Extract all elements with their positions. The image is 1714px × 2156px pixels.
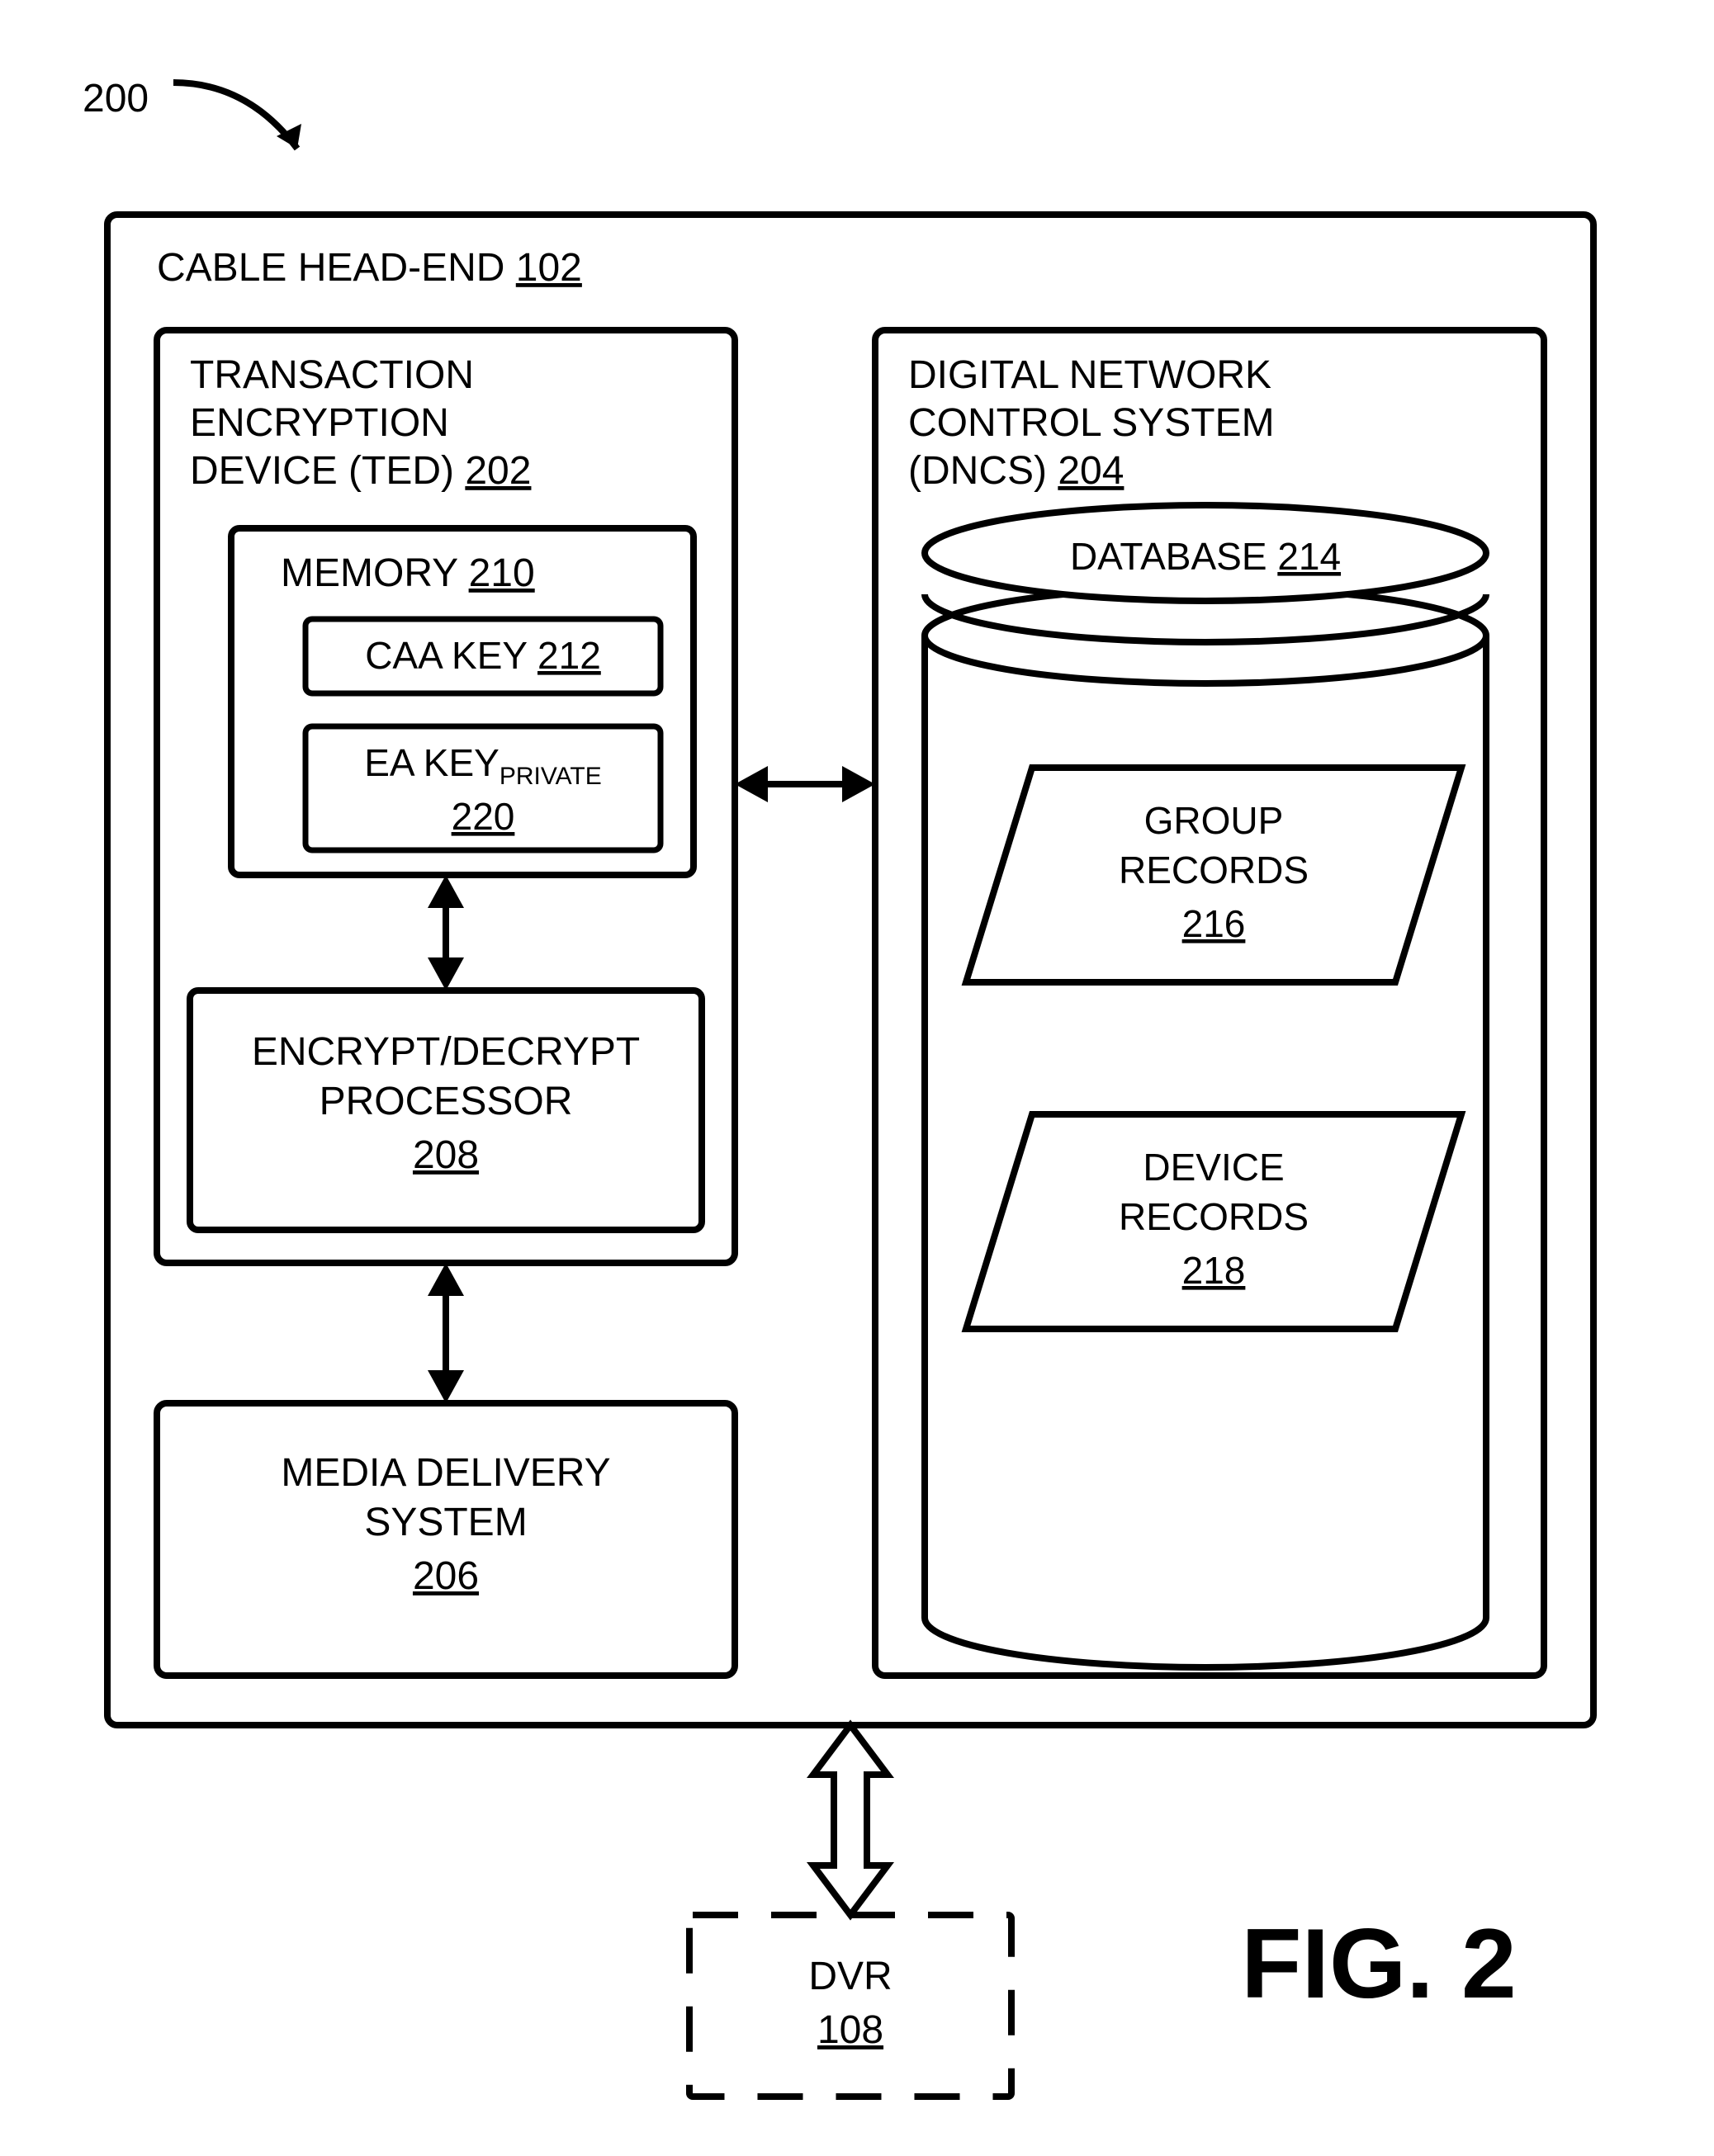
caa-key-title: CAA KEY 212 xyxy=(365,634,601,677)
device-records-line2: RECORDS xyxy=(1119,1195,1309,1238)
dncs-line2: CONTROL SYSTEM xyxy=(908,401,1275,445)
ref-200-arrow xyxy=(173,83,297,149)
dncs-line1: DIGITAL NETWORK xyxy=(908,353,1271,397)
arrow-memory-processor-down xyxy=(428,957,464,991)
ted-line1: TRANSACTION xyxy=(190,353,474,397)
ea-key-ref: 220 xyxy=(452,795,515,838)
arrow-memory-processor-up xyxy=(428,875,464,908)
cable-head-end-title: CABLE HEAD-END 102 xyxy=(157,246,582,290)
processor-ref: 208 xyxy=(413,1133,479,1177)
arrow-ted-dncs-right xyxy=(842,766,875,802)
device-records-line1: DEVICE xyxy=(1143,1146,1284,1189)
group-records-line2: RECORDS xyxy=(1119,849,1309,891)
memory-title: MEMORY 210 xyxy=(281,551,535,595)
ted-line2: ENCRYPTION xyxy=(190,401,449,445)
ref-200: 200 xyxy=(83,77,149,121)
dncs-line3: (DNCS) 204 xyxy=(908,449,1124,493)
diagram-canvas: 200 CABLE HEAD-END 102 TRANSACTION ENCRY… xyxy=(0,0,1714,2156)
database-title: DATABASE 214 xyxy=(1070,535,1341,578)
figure-label: FIG. 2 xyxy=(1241,1908,1516,2019)
dvr-box xyxy=(689,1915,1011,2097)
media-ref: 206 xyxy=(413,1554,479,1598)
device-records-ref: 218 xyxy=(1182,1249,1246,1292)
media-line1: MEDIA DELIVERY xyxy=(281,1451,610,1495)
arrow-headend-dvr xyxy=(813,1725,888,1915)
processor-line1: ENCRYPT/DECRYPT xyxy=(252,1030,640,1074)
arrow-ted-media-up xyxy=(428,1263,464,1296)
ea-key-title: EA KEYPRIVATE xyxy=(364,741,602,790)
database-cylinder xyxy=(925,505,1486,1667)
ted-line3: DEVICE (TED) 202 xyxy=(190,449,531,493)
media-line2: SYSTEM xyxy=(364,1501,527,1544)
dvr-ref: 108 xyxy=(817,2008,883,2052)
arrow-ted-media-down xyxy=(428,1370,464,1403)
dvr-title: DVR xyxy=(808,1955,892,1998)
processor-line2: PROCESSOR xyxy=(320,1080,573,1123)
group-records-ref: 216 xyxy=(1182,902,1246,945)
arrow-ted-dncs-left xyxy=(735,766,768,802)
group-records-line1: GROUP xyxy=(1144,799,1284,842)
